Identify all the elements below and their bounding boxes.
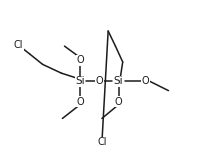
- Text: Cl: Cl: [14, 40, 24, 50]
- Text: Si: Si: [75, 76, 85, 86]
- Text: O: O: [76, 55, 84, 65]
- Text: O: O: [115, 97, 122, 107]
- Text: O: O: [142, 76, 149, 86]
- Text: Si: Si: [114, 76, 123, 86]
- Text: O: O: [96, 76, 103, 86]
- Text: O: O: [76, 97, 84, 107]
- Text: Cl: Cl: [97, 137, 107, 147]
